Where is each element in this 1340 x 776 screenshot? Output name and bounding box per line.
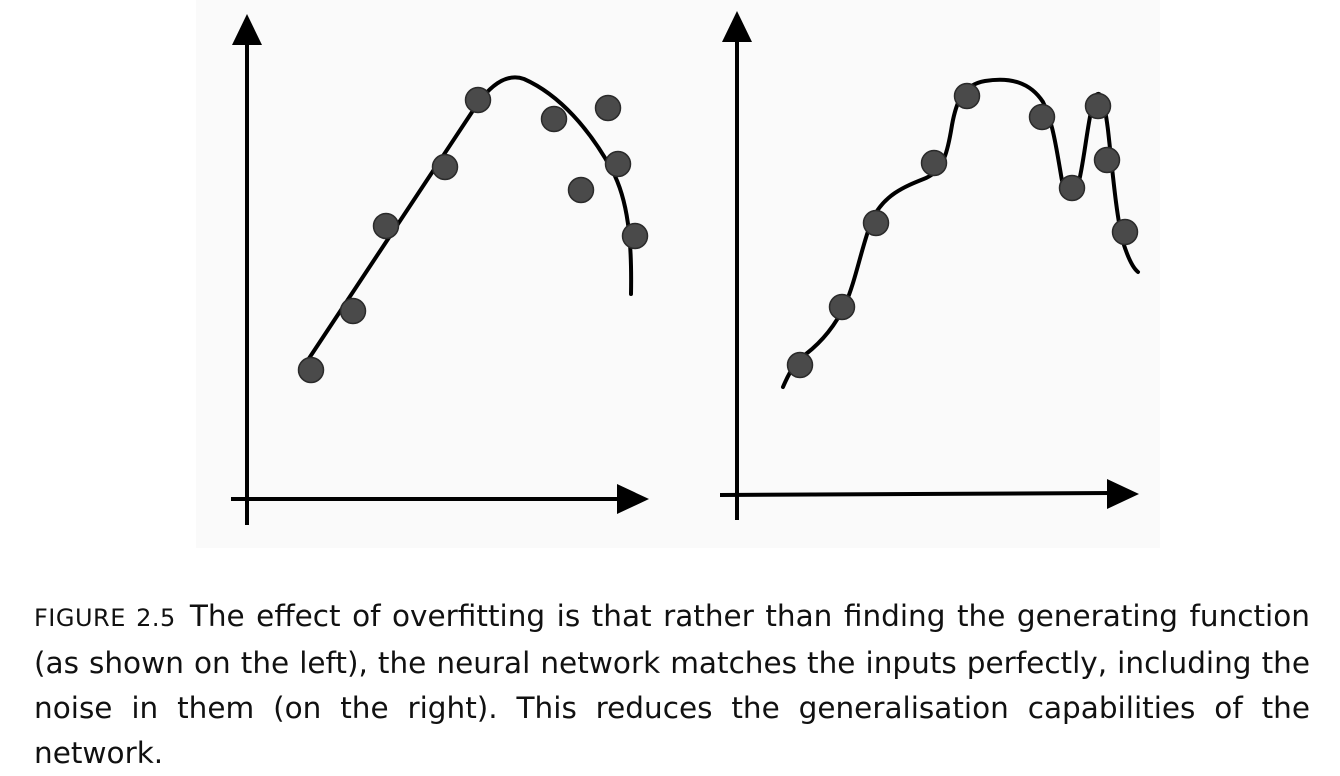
right-axes (719, 11, 1139, 520)
left-data-point (297, 356, 325, 384)
right-data-point (828, 293, 856, 321)
left-data-point (594, 94, 622, 122)
left-data-point (621, 222, 649, 250)
figure-label: FIGURE 2.5 (34, 604, 176, 632)
left-data-point (540, 105, 568, 133)
right-x-arrowhead (1107, 479, 1139, 509)
right-data-point (953, 82, 981, 110)
right-data-point (862, 209, 890, 237)
left-fit-curve (298, 75, 634, 374)
left-data-point (431, 153, 459, 181)
overfitting-figure (231, 11, 1140, 525)
left-data-point (604, 150, 632, 178)
left-x-arrowhead (617, 484, 649, 514)
right-fit-curve (781, 77, 1140, 389)
figure-panel (196, 0, 1160, 548)
right-y-arrowhead (722, 11, 752, 42)
right-data-point (920, 149, 948, 177)
right-data-point (1058, 174, 1086, 202)
right-data-point (786, 351, 814, 379)
right-data-point (1111, 218, 1139, 246)
right-x-axis (719, 491, 1113, 497)
left-y-arrowhead (232, 14, 262, 45)
figure-caption: FIGURE 2.5 The effect of overfitting is t… (34, 594, 1310, 776)
left-axes (231, 14, 649, 525)
left-data-points (297, 86, 649, 384)
right-data-points (786, 82, 1139, 379)
right-data-point (1028, 103, 1056, 131)
right-data-point (1084, 92, 1112, 120)
left-data-point (339, 297, 367, 325)
right-data-point (1093, 146, 1121, 174)
left-data-point (567, 176, 595, 204)
caption-text: The effect of overfitting is that rather… (34, 599, 1311, 770)
left-data-point (464, 86, 492, 114)
left-data-point (372, 212, 400, 240)
